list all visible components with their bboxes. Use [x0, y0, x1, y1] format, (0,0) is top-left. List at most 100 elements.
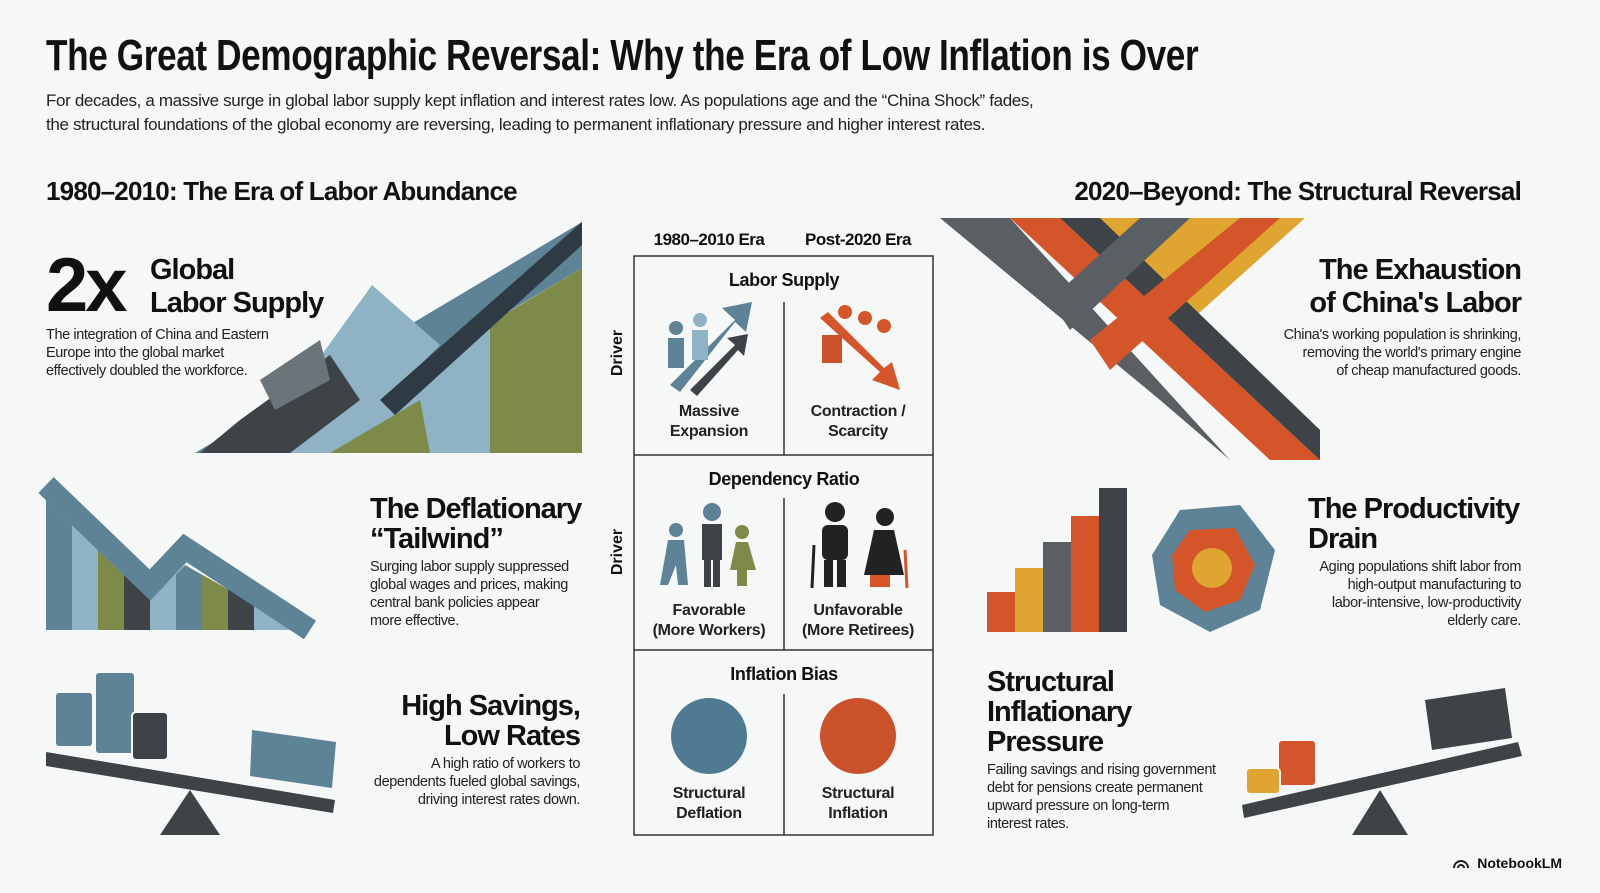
cell-label: (More Retirees) — [802, 622, 914, 639]
pressure-seesaw-part-part — [1277, 739, 1317, 787]
labor-growth-graphic-part — [260, 340, 330, 410]
column-header: 1980–2010 Era — [653, 230, 765, 249]
cell-label: Scarcity — [828, 423, 888, 440]
pressure-seesaw-part-part — [1245, 767, 1281, 795]
item-text: Surging labor supply suppressed — [370, 559, 569, 575]
pressure-seesaw — [1242, 688, 1522, 835]
deflation-graphic-part-part — [46, 500, 72, 630]
item-text: dependents fueled global savings, — [373, 774, 580, 790]
china-labor-graphic-part — [1090, 218, 1280, 370]
savings-seesaw-part-part — [94, 671, 136, 755]
contraction-icon — [820, 305, 900, 390]
item-text: central bank policies appear — [370, 595, 540, 611]
item-text: upward pressure on long-term — [987, 798, 1170, 814]
page-title: The Great Demographic Reversal: Why the … — [46, 31, 1199, 80]
item-text: effectively doubled the workforce. — [46, 363, 248, 379]
deflation-graphic-part-part — [228, 500, 254, 630]
cell-label: Deflation — [676, 805, 742, 822]
item-text: interest rates. — [987, 816, 1069, 832]
retirees-icon-part — [864, 530, 904, 575]
item-title: Pressure — [987, 726, 1104, 758]
retirees-icon-part — [903, 549, 909, 589]
contraction-icon-part — [838, 305, 852, 319]
productivity-graphic-part — [1015, 568, 1043, 632]
item-title: The Productivity — [1308, 493, 1520, 525]
item-title: Inflationary — [987, 696, 1132, 728]
item-text: Aging populations shift labor from — [1319, 559, 1521, 575]
cell-label: Expansion — [669, 423, 749, 440]
china-labor-graphic-part — [1050, 218, 1190, 330]
workers-icon-part — [735, 525, 749, 539]
workers-icon-part — [730, 542, 756, 570]
row-title: Labor Supply — [728, 270, 840, 290]
savings-seesaw-part — [250, 730, 336, 788]
savings-seesaw-part — [160, 790, 220, 835]
row-side-label: Driver — [609, 528, 626, 576]
item-title: “Tailwind” — [370, 523, 504, 555]
item-text: driving interest rates down. — [417, 792, 580, 808]
china-labor-graphic — [940, 218, 1320, 460]
row-side-label: Driver — [609, 329, 626, 377]
inflation-circle — [820, 698, 896, 774]
section-heading: 1980–2010: The Era of Labor Abundance — [46, 176, 518, 206]
cell-label: Massive — [678, 403, 740, 420]
column-header: Post-2020 Era — [805, 230, 911, 249]
retirees-icon-part — [870, 575, 890, 587]
item-text: high-output manufacturing to — [1347, 577, 1522, 593]
savings-seesaw-part-part — [54, 691, 94, 748]
cell-label: (More Workers) — [652, 622, 766, 639]
productivity-graphic-part — [1099, 488, 1127, 632]
labor-growth-graphic-part — [380, 222, 582, 415]
item-text: removing the world's primary engine — [1302, 345, 1522, 361]
item-text: Failing savings and rising government — [987, 762, 1216, 778]
item-text: more effective. — [370, 613, 459, 629]
labor-growth-graphic — [195, 222, 582, 453]
contraction-icon-part — [820, 312, 900, 390]
section-heading: 2020–Beyond: The Structural Reversal — [1074, 176, 1521, 206]
brand-name: NotebookLM — [1477, 855, 1562, 871]
pressure-seesaw-part — [1245, 767, 1281, 795]
subtitle: the structural foundations of the global… — [46, 115, 986, 134]
item-title: High Savings, — [401, 690, 581, 722]
labor-growth-graphic-part — [490, 268, 582, 453]
item-title: The Deflationary — [370, 493, 582, 525]
pressure-seesaw-part — [1425, 688, 1512, 750]
productivity-graphic-part — [1043, 542, 1071, 632]
retirees-icon-part — [824, 560, 833, 587]
expansion-icon-part — [669, 321, 683, 335]
deflation-graphic — [38, 477, 317, 640]
subtitle: For decades, a massive surge in global l… — [46, 91, 1034, 110]
cell-label: Structural — [672, 785, 746, 802]
workers-icon-part — [737, 570, 747, 586]
item-text: Europe into the global market — [46, 345, 224, 361]
savings-seesaw-part — [46, 752, 335, 813]
workers-icon-part — [669, 523, 683, 537]
item-title: of China's Labor — [1309, 287, 1522, 319]
expansion-icon-part — [690, 334, 748, 396]
productivity-graphic — [987, 488, 1275, 632]
pressure-seesaw-part — [1352, 790, 1408, 835]
item-text: debt for pensions create permanent — [987, 780, 1203, 796]
cell-label: Favorable — [672, 602, 746, 619]
item-title: Drain — [1308, 523, 1378, 555]
stat-figure: 2x — [46, 243, 128, 328]
expansion-icon-part — [668, 338, 684, 368]
savings-seesaw-part — [54, 671, 136, 755]
contraction-icon-part — [822, 335, 842, 363]
productivity-graphic-part — [1192, 548, 1232, 588]
contraction-icon-part — [858, 311, 872, 325]
savings-seesaw-part — [131, 711, 169, 761]
retirees-icon-part — [810, 544, 816, 589]
item-title: The Exhaustion — [1319, 254, 1522, 286]
item-text: China's working population is shrinking, — [1283, 327, 1522, 343]
workers-icon — [660, 503, 756, 587]
comparison-table — [633, 255, 934, 836]
item-title: Structural — [987, 666, 1115, 698]
expansion-icon-part — [692, 330, 708, 360]
pressure-seesaw-part — [1242, 742, 1522, 818]
workers-icon-part — [702, 524, 722, 560]
expansion-icon-part — [693, 313, 707, 327]
retirees-icon — [810, 502, 909, 589]
deflation-graphic-part — [38, 477, 317, 640]
